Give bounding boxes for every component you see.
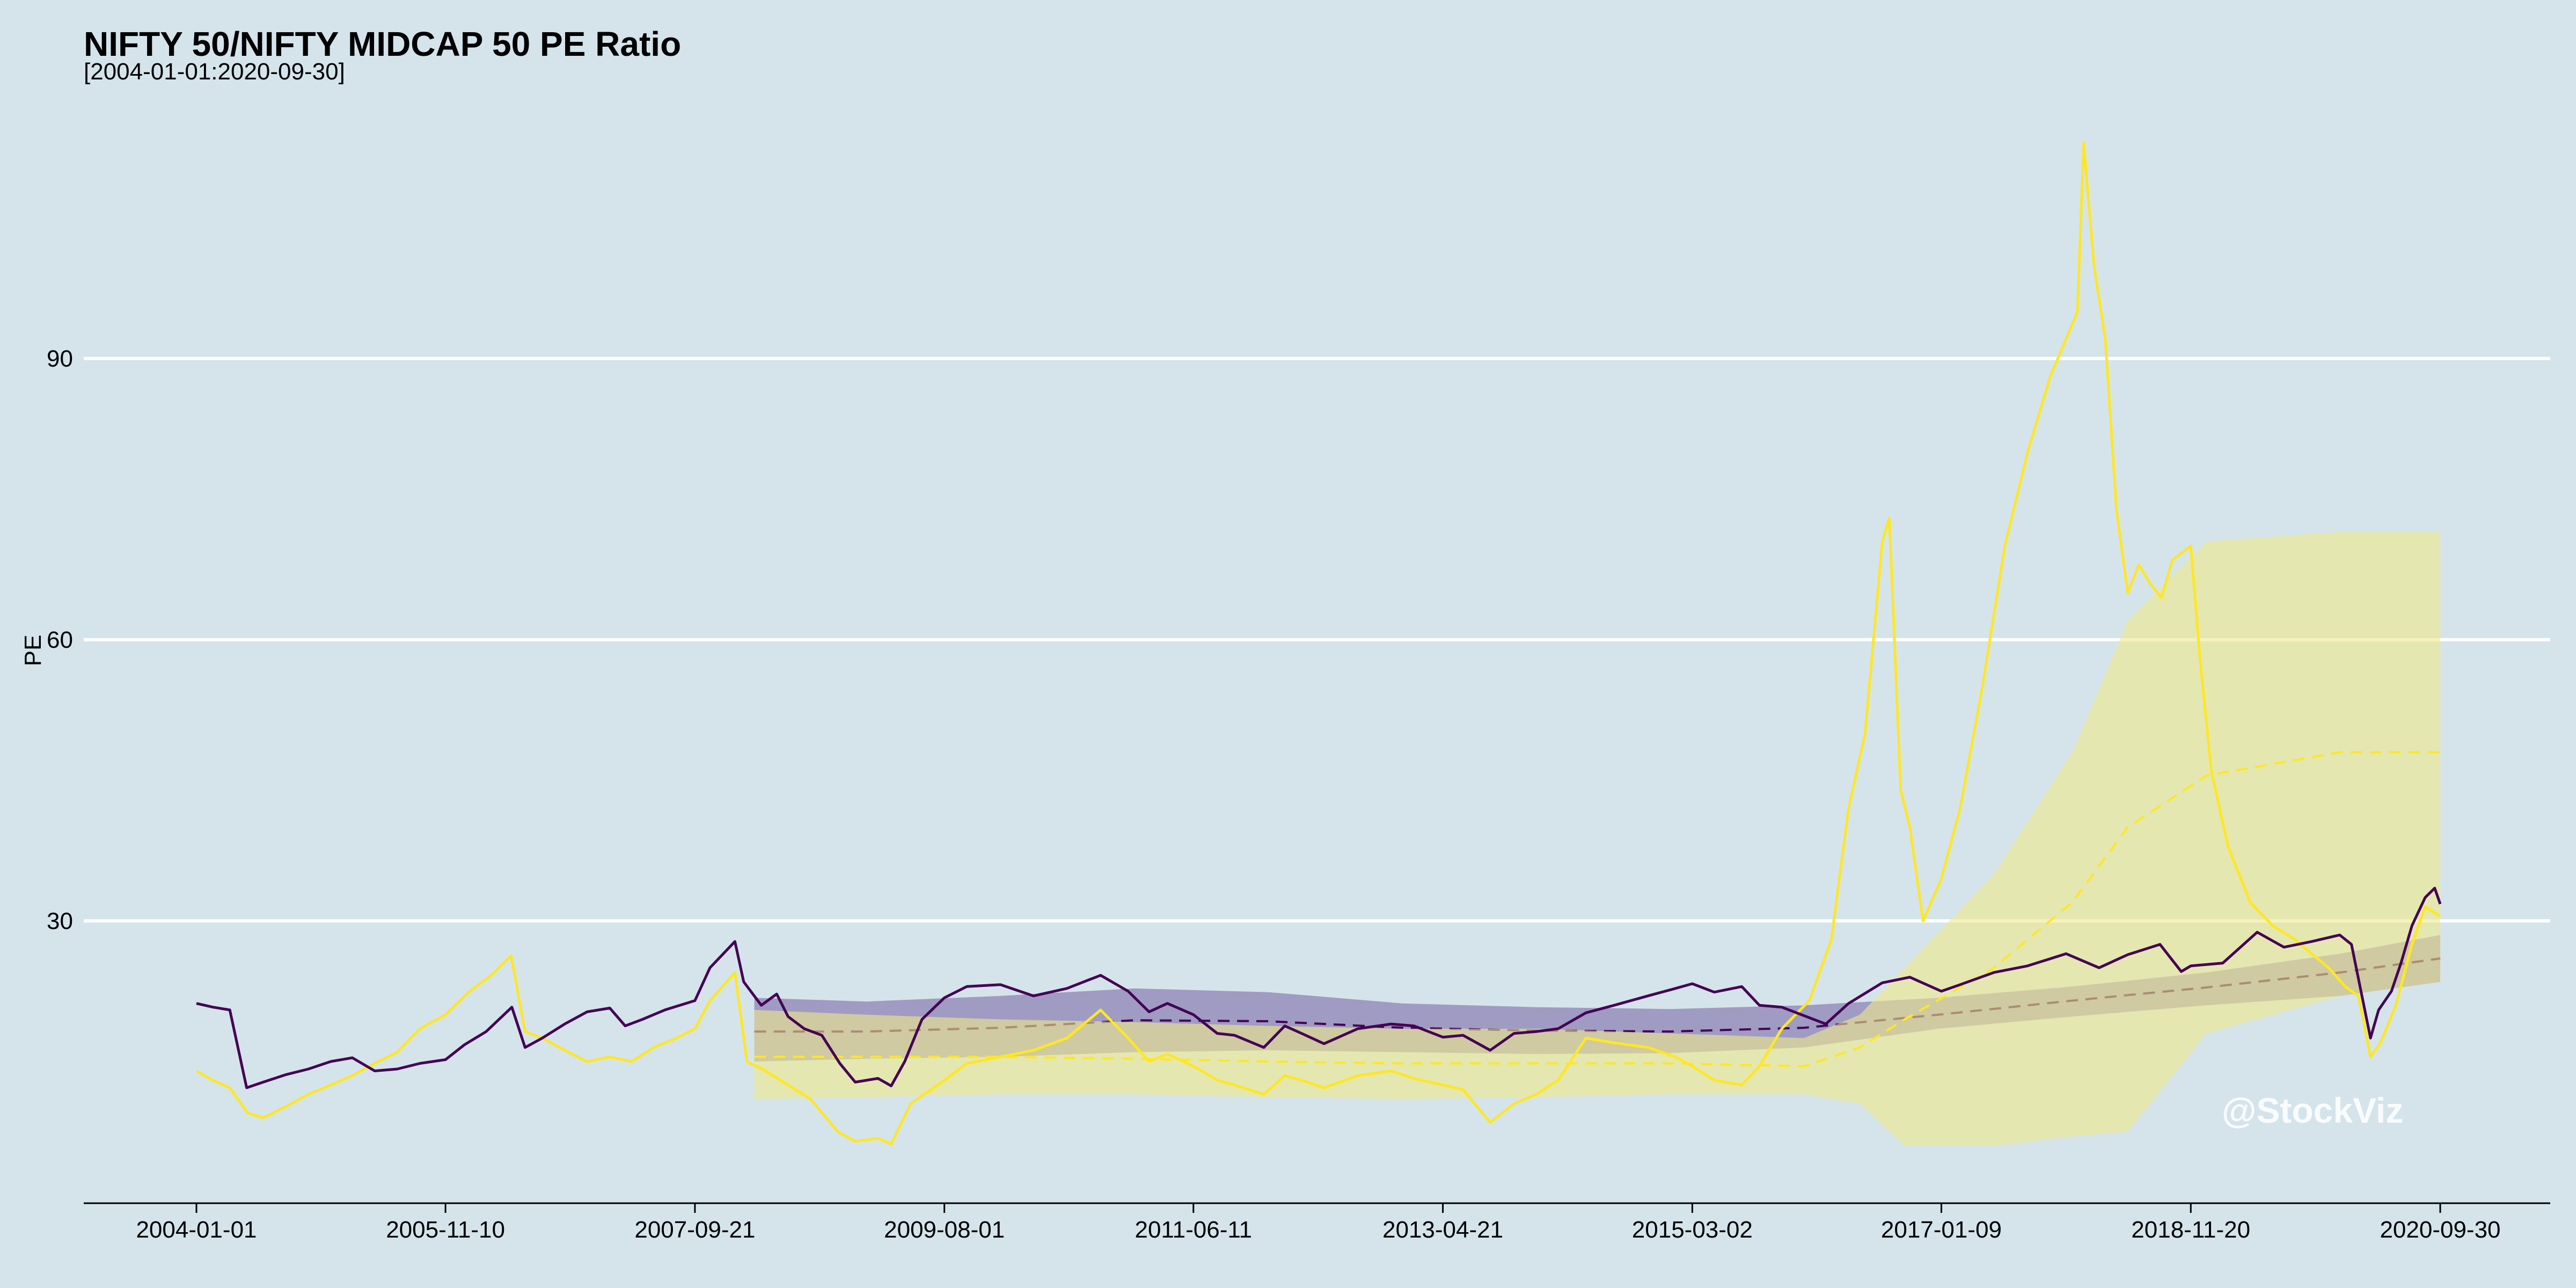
midcap50-pe-line: [195, 141, 2441, 1146]
x-tick-label: 2009-08-01: [884, 1217, 1005, 1243]
midcap50_band-trend-line: [754, 751, 2440, 1067]
band-layer: [754, 532, 2441, 1146]
midcap50_band-band: [754, 532, 2440, 1146]
y-axis-title: PE: [20, 635, 46, 667]
y-tick-label: 30: [47, 908, 73, 934]
series-layer: [195, 141, 2442, 1146]
x-tick-label: 2020-09-30: [2380, 1217, 2500, 1243]
x-tick-label: 2017-01-09: [1881, 1217, 2002, 1243]
x-tick-label: 2018-11-20: [2131, 1217, 2250, 1243]
chart-subtitle: [2004-01-01:2020-09-30]: [84, 58, 345, 85]
x-tick-label: 2005-11-10: [386, 1217, 505, 1243]
nifty50-pe-line: [196, 887, 2442, 1089]
x-tick-label: 2013-04-21: [1382, 1217, 1503, 1243]
y-tick-label: 60: [47, 627, 73, 653]
x-tick-label: 2011-06-11: [1135, 1217, 1252, 1243]
x-tick-label: 2004-01-01: [136, 1217, 257, 1243]
y-tick-label: 90: [47, 346, 73, 372]
x-tick-label: 2015-03-02: [1632, 1217, 1753, 1243]
x-axis: 2004-01-01 2005-11-10 2007-09-21 2009-08-01…: [84, 1202, 2550, 1243]
watermark-text: @StockViz: [2222, 1091, 2403, 1130]
chart-title: NIFTY 50/NIFTY MIDCAP 50 PE Ratio: [84, 25, 681, 63]
x-tick-label: 2007-09-21: [634, 1217, 755, 1243]
